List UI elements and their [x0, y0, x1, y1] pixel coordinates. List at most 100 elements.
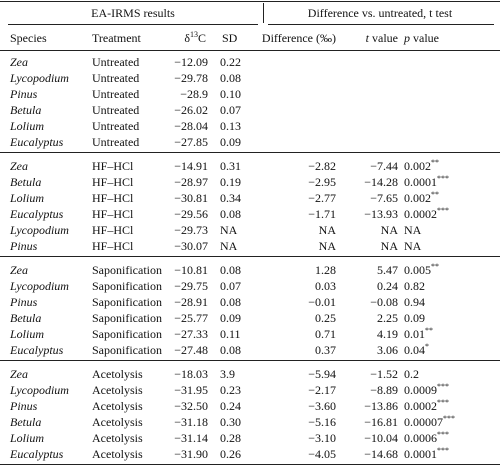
d13c: −14.91 [174, 159, 208, 173]
p-value-number: 0.2 [404, 367, 419, 381]
sd: 0.26 [220, 447, 241, 461]
sd: 0.09 [220, 135, 241, 149]
difference: −0.01 [308, 295, 336, 309]
treatment: Saponification [92, 327, 162, 341]
difference: 0.03 [315, 279, 336, 293]
difference: −4.05 [308, 447, 336, 461]
p-value-number: 0.09 [404, 311, 425, 325]
species: Lolium [10, 119, 45, 133]
p-value-number: 0.005 [404, 263, 431, 277]
difference: −1.71 [308, 207, 336, 221]
t-value: −14.28 [364, 175, 398, 189]
d13c: −31.95 [174, 383, 208, 397]
treatment: HF–HCl [92, 175, 134, 189]
d13c: −18.03 [174, 367, 208, 381]
t-value: 4.19 [377, 327, 398, 341]
t-value: NA [380, 239, 398, 253]
p-value-number: 0.04 [404, 343, 425, 357]
col-header-part: 13 [189, 30, 198, 39]
t-value: −1.52 [370, 367, 398, 381]
treatment: Untreated [92, 71, 140, 85]
treatment: Untreated [92, 87, 140, 101]
p-value: 0.0001*** [404, 174, 449, 190]
group-header: Difference vs. untreated, t test [307, 6, 453, 20]
difference: −3.10 [308, 431, 336, 445]
p-value-stars: *** [437, 382, 449, 391]
difference: −2.95 [308, 175, 336, 189]
treatment: Acetolysis [92, 415, 143, 429]
species: Betula [10, 103, 42, 117]
difference: 1.28 [315, 263, 336, 277]
rule [0, 256, 500, 257]
species: Lycopodium [10, 223, 69, 237]
difference: NA [318, 239, 336, 253]
species: Lycopodium [10, 71, 69, 85]
sd: 3.9 [220, 367, 235, 381]
sd: 0.09 [220, 311, 241, 325]
t-value: −0.08 [370, 295, 398, 309]
p-value-stars: *** [437, 206, 449, 215]
treatment: Saponification [92, 311, 162, 325]
p-value-stars: *** [437, 446, 449, 455]
t-value: −10.04 [364, 431, 398, 445]
p-value-number: 0.01 [404, 327, 425, 341]
sd: 0.08 [220, 71, 241, 85]
sd: NA [220, 223, 238, 237]
sd: NA [220, 239, 238, 253]
sd: 0.10 [220, 87, 241, 101]
difference: 0.71 [315, 327, 336, 341]
treatment: Saponification [92, 279, 162, 293]
treatment: Saponification [92, 263, 162, 277]
treatment: Untreated [92, 103, 140, 117]
p-value: 0.01** [404, 326, 433, 342]
col-header: δ13C [184, 30, 206, 46]
d13c: −28.97 [174, 175, 208, 189]
treatment: Untreated [92, 135, 140, 149]
t-value: −13.86 [364, 399, 398, 413]
sd: 0.24 [220, 399, 241, 413]
col-header: t value [366, 30, 398, 46]
p-value: 0.0002*** [404, 398, 449, 414]
t-value: −7.65 [370, 191, 398, 205]
d13c: −28.04 [174, 119, 208, 133]
species: Zea [10, 263, 28, 277]
difference: −2.77 [308, 191, 336, 205]
p-value: 0.94 [404, 294, 425, 310]
p-value: NA [404, 222, 421, 238]
difference: −2.17 [308, 383, 336, 397]
d13c: −28.9 [180, 87, 208, 101]
sd: 0.08 [220, 343, 241, 357]
t-value: 5.47 [377, 263, 398, 277]
t-value: NA [380, 223, 398, 237]
p-value: 0.0009*** [404, 382, 449, 398]
difference: −2.82 [308, 159, 336, 173]
p-value: 0.0001*** [404, 446, 449, 462]
t-value: −7.44 [370, 159, 398, 173]
rule [0, 50, 500, 51]
sd: 0.23 [220, 383, 241, 397]
divider [263, 3, 264, 23]
p-value: 0.00007*** [404, 414, 455, 430]
species: Zea [10, 367, 28, 381]
species: Eucalyptus [10, 343, 64, 357]
p-value-number: 0.0001 [404, 447, 437, 461]
difference: −3.60 [308, 399, 336, 413]
d13c: −30.07 [174, 239, 208, 253]
sd: 0.34 [220, 191, 241, 205]
d13c: −30.81 [174, 191, 208, 205]
col-header-part: p [404, 31, 410, 45]
p-value-stars: *** [443, 414, 455, 423]
rule [8, 24, 258, 25]
p-value-number: 0.002 [404, 159, 431, 173]
sd: 0.07 [220, 279, 241, 293]
t-value: −16.81 [364, 415, 398, 429]
sd: 0.13 [220, 119, 241, 133]
species: Eucalyptus [10, 207, 64, 221]
t-value: 3.06 [377, 343, 398, 357]
p-value-stars: *** [437, 174, 449, 183]
sd: 0.07 [220, 103, 241, 117]
p-value-stars: *** [437, 430, 449, 439]
species: Lolium [10, 191, 45, 205]
difference: −5.16 [308, 415, 336, 429]
treatment: Acetolysis [92, 399, 143, 413]
